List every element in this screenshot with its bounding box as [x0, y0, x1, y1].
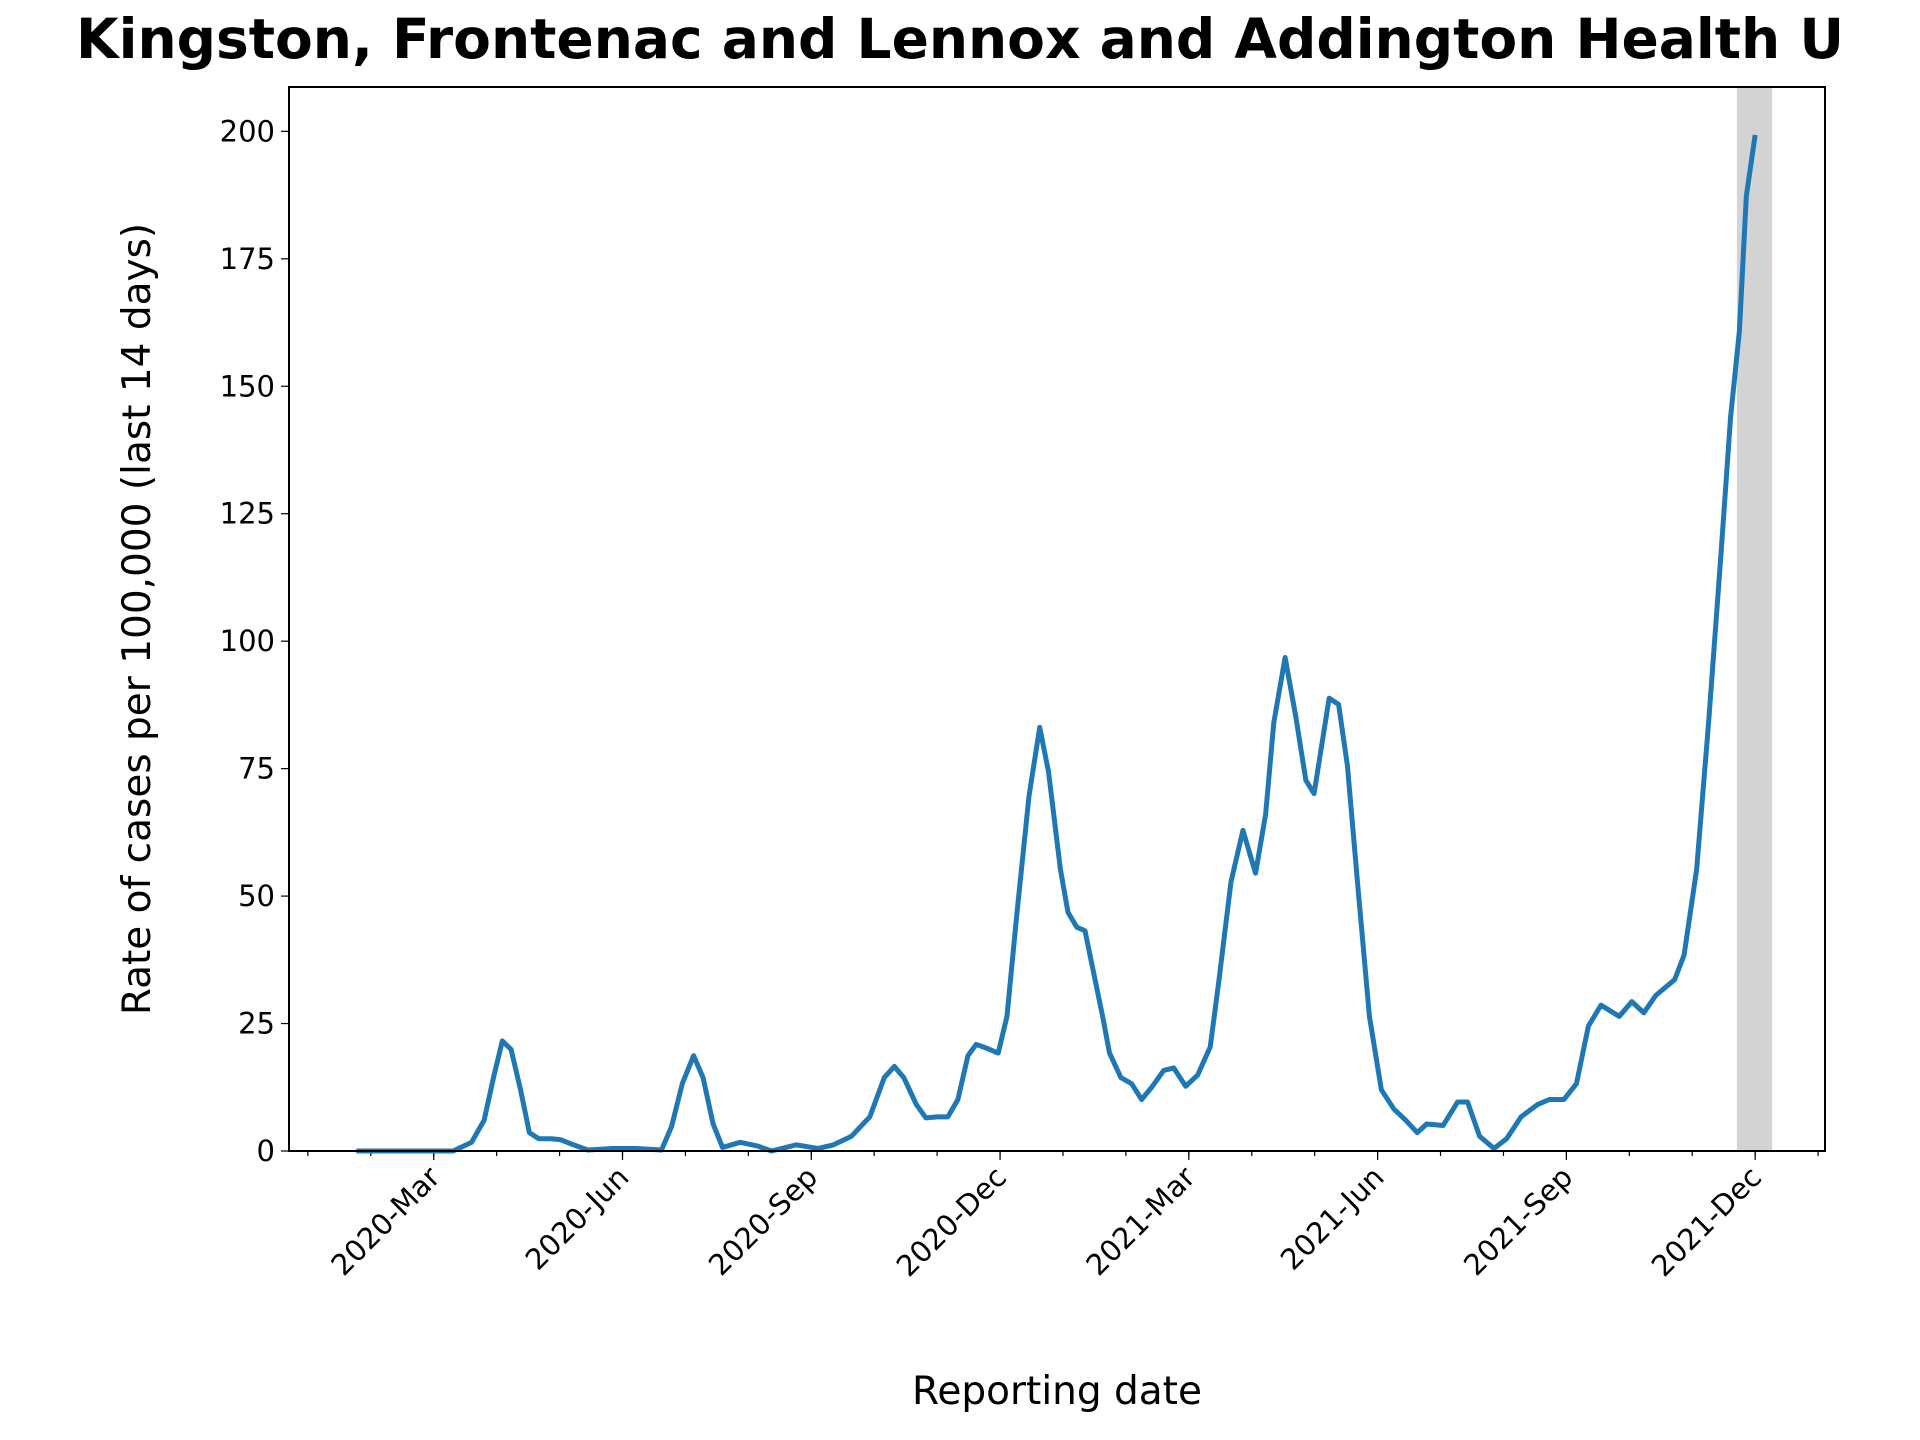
y-tick-label: 150 [220, 369, 275, 403]
y-tick-label: 0 [257, 1134, 275, 1168]
y-tick-label: 25 [238, 1007, 275, 1041]
chart-title: Kingston, Frontenac and Lennox and Addin… [76, 7, 1844, 71]
y-tick-label: 125 [220, 497, 275, 531]
y-axis-label: Rate of cases per 100,000 (last 14 days) [115, 223, 160, 1015]
y-tick-label: 100 [220, 624, 275, 658]
y-tick-label: 75 [238, 752, 275, 786]
x-axis-label: Reporting date [912, 1369, 1202, 1414]
y-tick-label: 50 [238, 879, 275, 913]
plot-frame [288, 86, 1826, 1152]
line [356, 134, 1758, 1154]
y-tick-label: 200 [220, 114, 275, 148]
y-tick-label: 175 [220, 242, 275, 276]
